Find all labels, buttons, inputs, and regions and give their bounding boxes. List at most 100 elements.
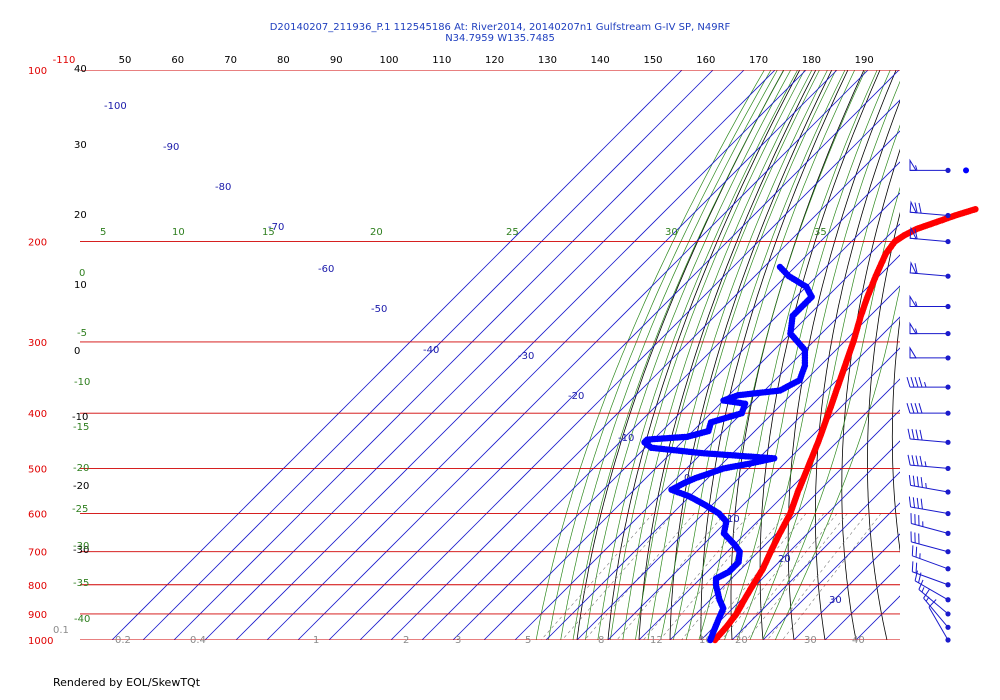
temperature-axis: -110 50 60 70 80 90 100 110 120 130 140 150 160 170 18… [53, 55, 874, 66]
barb-staff [910, 506, 949, 515]
barb-flag [910, 376, 915, 388]
moist-adiabat [685, 70, 856, 640]
dry-adiabat [787, 70, 897, 640]
barb-flag [923, 589, 930, 599]
dry-adiabat-label: -20 [568, 391, 584, 402]
barb-flag [907, 454, 911, 466]
mixing-ratio-line [702, 513, 807, 640]
mixing-ratio-label: 0.1 [53, 625, 69, 636]
barb-flag [912, 475, 916, 487]
mixing-ratio-line [643, 513, 751, 640]
barb-station [945, 330, 951, 337]
moist-label: 5 [100, 227, 106, 238]
barb-flag [911, 429, 915, 440]
mixing-ratio-line [584, 513, 695, 640]
barb-half [924, 381, 927, 388]
barb-station [945, 489, 951, 495]
barb-flag [906, 403, 911, 414]
moist-adiabat [585, 70, 792, 640]
wind-barb [909, 261, 951, 279]
isotherm [359, 99, 900, 640]
mixing-ratio-label: 16 [699, 635, 712, 646]
wind-barb [909, 226, 951, 245]
barb-staff [910, 438, 949, 443]
dry-adiabat-label: -30 [518, 351, 534, 362]
top-tick-label: 110 [432, 55, 451, 66]
barb-flag [916, 497, 919, 509]
moist-adiabat [609, 70, 805, 640]
barb-flag [918, 403, 923, 414]
barb-flag [915, 455, 919, 466]
barb-half [925, 482, 927, 489]
isotherm [142, 70, 714, 640]
dry-adiabat-label: -40 [423, 345, 439, 356]
mixing-ratio-line [561, 513, 674, 640]
wind-barb [923, 589, 951, 630]
barb-flag [918, 579, 924, 590]
pressure-tick-label: 300 [28, 338, 47, 349]
isotherm [204, 70, 776, 640]
barb-half [915, 301, 918, 307]
barb-flag [912, 497, 916, 508]
barb-flag [911, 545, 914, 556]
moist-adiabat [774, 286, 900, 640]
dry-adiabat-label: -50 [371, 304, 387, 315]
top-tick-label: 130 [538, 55, 557, 66]
moist-label: -25 [72, 504, 88, 515]
top-tick-label: 80 [277, 55, 290, 66]
wind-barb [908, 474, 951, 495]
barb-half [921, 587, 925, 593]
pressure-tick-label: 1000 [28, 636, 53, 647]
dry-adiabat-label: -100 [104, 101, 127, 112]
pressure-tick-label: 500 [28, 464, 47, 475]
barb-flag [907, 428, 911, 440]
footer-credit: Rendered by EOL/SkewTQt [53, 676, 201, 689]
barb-station [945, 303, 951, 310]
mixing-ratio-label: 0.2 [115, 635, 131, 646]
barb-flag [908, 496, 912, 508]
top-tick-label: 140 [591, 55, 610, 66]
barb-flag [908, 474, 912, 486]
moist-label: 30 [665, 227, 678, 238]
temperature-profile-point [972, 206, 979, 213]
dry-adiabat [638, 70, 817, 640]
moist-label: -40 [74, 614, 90, 625]
barb-staff [912, 555, 949, 570]
moist-adiabat [597, 70, 798, 640]
dry-adiabat [985, 15, 1000, 652]
wind-barb [911, 561, 951, 588]
isotherm-left-label: -30 [73, 545, 89, 556]
top-tick-label: 60 [171, 55, 184, 66]
dry-adiabat-label: -60 [318, 264, 334, 275]
barb-station [945, 624, 951, 630]
dry-adiabat-label: -70 [268, 222, 284, 233]
isotherm [421, 161, 900, 640]
mixing-ratio-label: 40 [852, 635, 865, 646]
isotherm [762, 502, 900, 640]
isotherm-left-label: 0 [74, 346, 80, 357]
pressure-tick-label: 900 [28, 610, 47, 621]
wind-barbs [906, 158, 951, 643]
barb-station [945, 212, 951, 219]
wind-barb [908, 496, 951, 517]
mixing-ratio-label: 1 [313, 635, 319, 646]
moist-label: -10 [74, 377, 90, 388]
mixing-ratio-line [616, 513, 726, 640]
barb-flag [928, 599, 937, 608]
moist-adiabat [535, 70, 765, 640]
dewpoint-profile [641, 263, 815, 644]
barb-station [945, 238, 951, 245]
wind-barb [914, 570, 951, 603]
mixing-ratio-label: 20 [735, 635, 748, 646]
plot-area [80, 15, 1000, 652]
isotherm [576, 316, 900, 640]
barb-flag [920, 477, 923, 488]
dry-adiabat-label: -80 [215, 182, 231, 193]
barb-station [945, 355, 951, 361]
dry-adiabat [963, 15, 1000, 652]
title-line-2: N34.7959 W135.7485 [445, 33, 555, 44]
wind-barb [909, 200, 951, 219]
barb-flag [911, 455, 915, 466]
wind-barb [906, 376, 951, 390]
mixing-ratio-label: 0.4 [190, 635, 206, 646]
